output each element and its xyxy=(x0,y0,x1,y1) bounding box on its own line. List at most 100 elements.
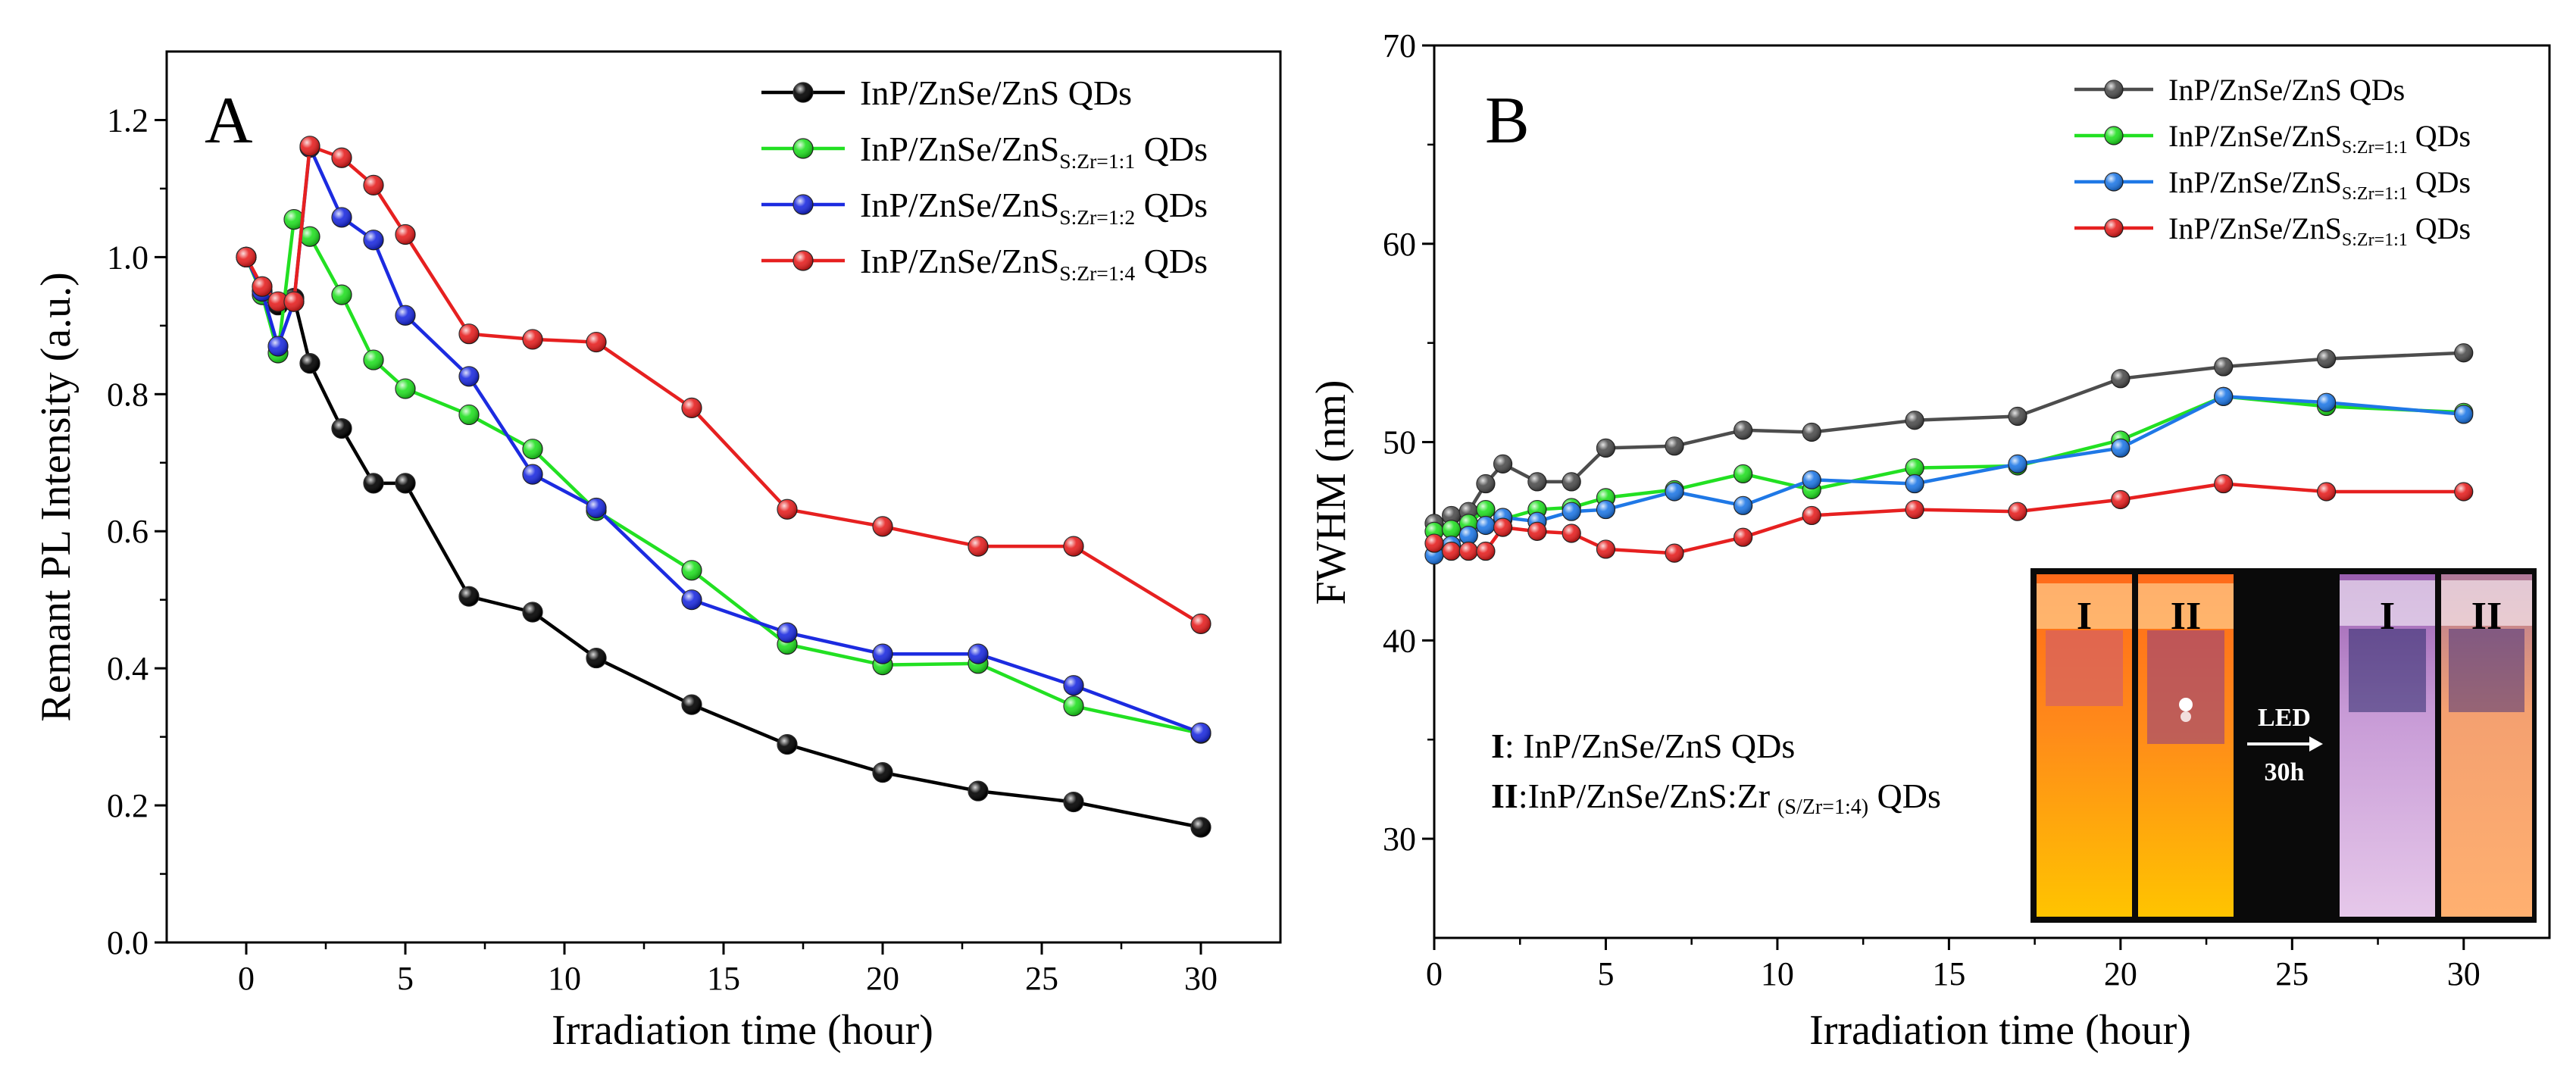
y-tick-label-a: 0.6 xyxy=(107,513,148,550)
data-point-shine-b-gray xyxy=(1562,472,1581,491)
vial-i-after xyxy=(2340,574,2435,917)
x-tick-label-a: 0 xyxy=(238,960,255,997)
legend-label-b-green: InP/ZnSe/ZnSS:Zr=1:1 QDs xyxy=(2168,119,2471,158)
data-point-shine-a-green xyxy=(459,405,479,425)
legend-label-b-red: InP/ZnSe/ZnSS:Zr=1:1 QDs xyxy=(2168,211,2471,250)
data-point-shine-b-red xyxy=(1665,544,1684,563)
data-point-shine-a-red xyxy=(968,536,988,557)
data-point-shine-a-red xyxy=(459,323,479,344)
data-point-shine-a-black xyxy=(332,418,352,439)
data-point-shine-b-gray xyxy=(1493,455,1512,473)
panel-label-b: B xyxy=(1485,84,1530,158)
data-point-shine-a-black xyxy=(1191,817,1211,838)
data-point-shine-b-gray xyxy=(2454,343,2473,362)
data-point-shine-b-red xyxy=(1459,542,1478,561)
legend-label-a-red: InP/ZnSe/ZnSS:Zr=1:4 QDs xyxy=(860,242,1208,285)
data-point-shine-a-black xyxy=(459,586,479,607)
data-point-shine-b-red xyxy=(1442,542,1461,561)
legend-marker-shine-b-red xyxy=(2105,219,2123,237)
x-axis-label-b: Irradiation time (hour) xyxy=(1809,1007,2191,1054)
legend-marker-shine-b-green xyxy=(2105,127,2123,145)
inset-note: I: InP/ZnSe/ZnS QDs II:InP/ZnSe/ZnS:Zr (S… xyxy=(1491,727,1941,819)
x-tick-label-a: 10 xyxy=(548,960,581,997)
x-tick-label-a: 15 xyxy=(707,960,740,997)
x-axis-label-a: Irradiation time (hour) xyxy=(552,1007,933,1054)
data-point-shine-a-blue xyxy=(586,498,606,518)
legend-label-b-gray: InP/ZnSe/ZnS QDs xyxy=(2168,73,2405,107)
data-point-shine-a-black xyxy=(777,734,797,755)
data-point-shine-a-red xyxy=(284,292,304,312)
data-point-shine-b-gray xyxy=(1527,472,1546,491)
legend-label-a-green: InP/ZnSe/ZnSS:Zr=1:1 QDs xyxy=(860,130,1208,173)
x-tick-label-a: 20 xyxy=(866,960,899,997)
data-point-shine-a-red xyxy=(1191,614,1211,634)
data-point-shine-b-gray xyxy=(1476,474,1495,493)
data-point-shine-b-red xyxy=(1802,506,1821,525)
data-point-shine-a-red xyxy=(252,277,272,297)
data-point-shine-b-red xyxy=(2454,483,2473,501)
arrow-head xyxy=(2309,736,2323,752)
legend-marker-shine-b-gray xyxy=(2105,80,2123,98)
data-point-shine-a-green xyxy=(395,379,415,399)
series-line-a-black xyxy=(244,256,1202,830)
data-point-shine-b-blue_b xyxy=(2111,439,2130,458)
data-point-shine-a-red xyxy=(1064,536,1083,557)
data-point-shine-a-black xyxy=(395,473,415,493)
data-point-shine-b-blue_b xyxy=(2008,455,2027,473)
data-point-shine-a-black xyxy=(682,695,702,715)
panel-label-a: A xyxy=(205,84,253,158)
arrow-label-time: 30h xyxy=(2265,758,2305,786)
series-line-a-green xyxy=(244,217,1202,736)
series-line-b-red xyxy=(1433,482,2464,555)
note-line-2: II:InP/ZnSe/ZnS:Zr (S/Zr=1:4) QDs xyxy=(1491,777,1941,819)
data-point-shine-b-red xyxy=(1562,523,1581,542)
y-tick-label-a: 1.2 xyxy=(107,102,148,139)
data-point-shine-b-blue_b xyxy=(1562,502,1581,521)
arrow-label-led: LED xyxy=(2258,704,2311,732)
data-point-shine-b-gray xyxy=(1905,411,1924,430)
data-point-shine-b-red xyxy=(1425,534,1443,553)
data-point-shine-b-blue_b xyxy=(1733,496,1752,515)
data-point-shine-b-red xyxy=(2317,483,2336,501)
legend-a: InP/ZnSe/ZnS QDs InP/ZnSe/ZnSS:Zr=1:1 QDs… xyxy=(761,73,1208,285)
data-point-shine-b-gray xyxy=(1802,423,1821,442)
data-point-shine-b-gray xyxy=(1665,436,1684,455)
y-tick-label-a: 0.8 xyxy=(107,376,148,413)
y-tick-label-b: 40 xyxy=(1383,622,1416,659)
data-point-shine-b-red xyxy=(1493,518,1512,537)
legend-b: InP/ZnSe/ZnS QDs InP/ZnSe/ZnSS:Zr=1:1 QDs… xyxy=(2074,73,2471,250)
data-point-shine-b-gray xyxy=(2317,349,2336,368)
y-tick-label-b: 50 xyxy=(1383,424,1416,461)
data-point-shine-b-green xyxy=(1442,520,1461,539)
data-point-shine-a-blue xyxy=(968,644,988,664)
data-point-shine-b-blue_b xyxy=(1596,500,1615,519)
data-point-shine-a-red xyxy=(332,148,352,168)
data-point-shine-a-black xyxy=(586,648,606,668)
data-point-shine-a-blue xyxy=(523,464,542,485)
y-tick-label-a: 1.0 xyxy=(107,239,148,276)
note-line-1: I: InP/ZnSe/ZnS QDs xyxy=(1491,727,1795,765)
data-point-shine-a-red xyxy=(364,175,383,195)
data-point-shine-a-blue xyxy=(332,207,352,227)
data-point-shine-a-black xyxy=(364,473,383,493)
data-point-shine-a-red xyxy=(777,499,797,520)
vial-label-i-before: I xyxy=(2077,595,2092,638)
x-tick-label-b: 0 xyxy=(1426,955,1443,992)
plot-frame-b xyxy=(1433,44,2551,939)
vial-label-i-after: I xyxy=(2380,595,2395,638)
data-point-shine-b-red xyxy=(2111,490,2130,509)
data-point-shine-a-blue xyxy=(268,336,288,356)
data-point-shine-b-gray xyxy=(1596,439,1615,458)
series-layer-a xyxy=(236,136,1211,838)
x-tick-label-a: 30 xyxy=(1184,960,1218,997)
data-point-shine-b-red xyxy=(2214,474,2233,493)
legend-marker-shine-b-blue_b xyxy=(2105,173,2123,191)
data-point-shine-b-red xyxy=(1476,542,1495,561)
data-point-shine-a-green xyxy=(284,209,304,230)
data-point-shine-a-red xyxy=(395,224,415,245)
data-point-shine-a-green xyxy=(523,439,542,459)
x-tick-label-a: 5 xyxy=(397,960,414,997)
data-point-shine-b-blue_b xyxy=(2454,405,2473,423)
data-point-shine-a-blue xyxy=(395,305,415,326)
